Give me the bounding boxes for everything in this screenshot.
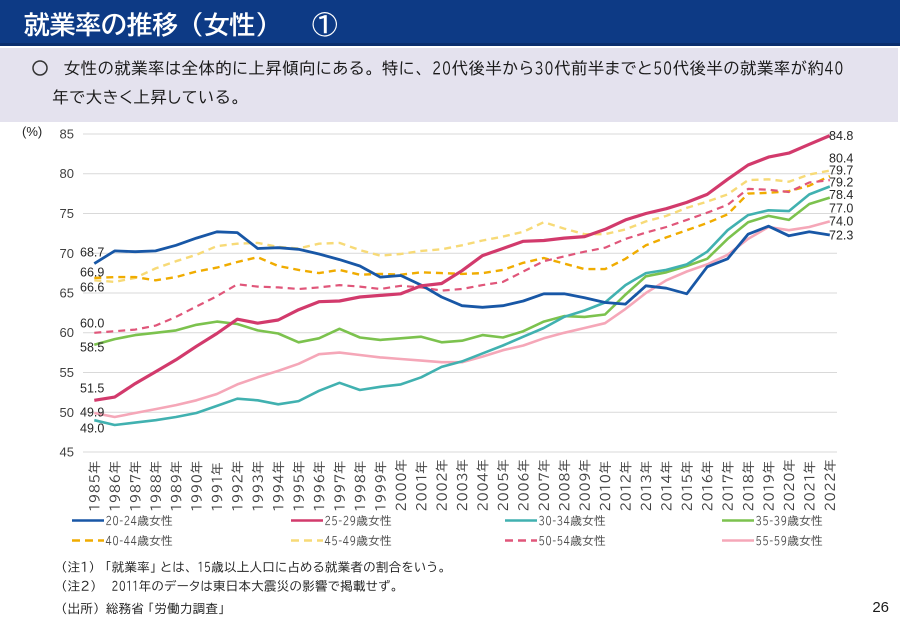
svg-text:60.0: 60.0 (80, 316, 104, 330)
svg-text:51.5: 51.5 (80, 381, 104, 395)
svg-text:70: 70 (60, 246, 74, 261)
svg-text:75: 75 (60, 206, 74, 221)
svg-text:74.0: 74.0 (829, 214, 853, 228)
svg-text:60: 60 (60, 325, 74, 340)
svg-text:80: 80 (60, 166, 74, 181)
svg-text:50: 50 (60, 405, 74, 420)
svg-text:55: 55 (60, 365, 74, 380)
svg-text:65: 65 (60, 286, 74, 301)
svg-text:58.5: 58.5 (80, 340, 104, 354)
svg-text:79.7: 79.7 (829, 163, 853, 177)
svg-text:78.4: 78.4 (829, 188, 853, 202)
svg-text:26: 26 (872, 599, 889, 616)
svg-text:72.3: 72.3 (829, 228, 853, 242)
svg-text:79.2: 79.2 (829, 175, 853, 189)
svg-text:80.4: 80.4 (829, 151, 853, 165)
svg-text:49.0: 49.0 (80, 421, 104, 435)
svg-text:45: 45 (60, 445, 74, 460)
svg-text:68.7: 68.7 (80, 245, 104, 259)
svg-text:84.8: 84.8 (829, 129, 853, 143)
svg-text:49.9: 49.9 (80, 405, 104, 419)
svg-text:66.9: 66.9 (80, 265, 104, 279)
svg-text:66.6: 66.6 (80, 280, 104, 294)
svg-text:(%): (%) (22, 124, 42, 139)
svg-text:77.0: 77.0 (829, 201, 853, 215)
svg-text:85: 85 (60, 127, 74, 142)
